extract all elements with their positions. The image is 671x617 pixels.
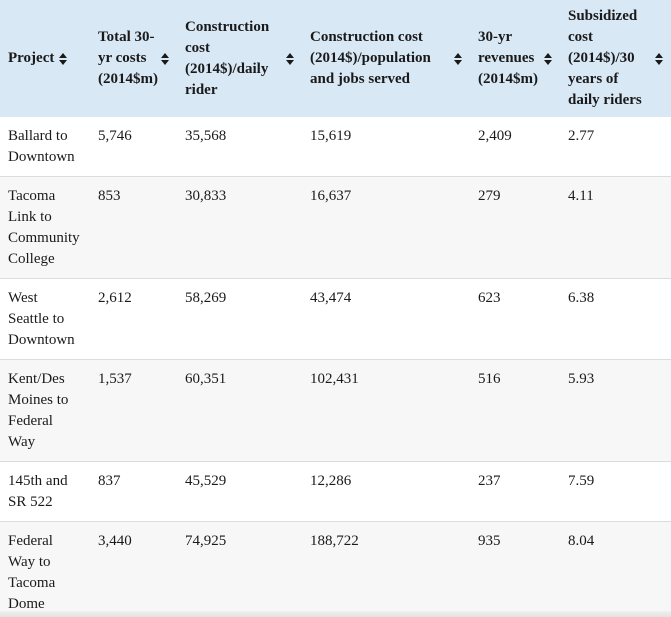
cell-project: Federal Way to Tacoma Dome — [0, 521, 90, 617]
cell-subsidized-cost: 5.93 — [560, 359, 671, 462]
table-row: Tacoma Link to Community College 853 30,83… — [0, 176, 671, 279]
header-cell-content: Construction cost (2014$)/population and… — [310, 27, 462, 90]
cell-subsidized-cost: 2.77 — [560, 117, 671, 177]
sort-icon[interactable] — [161, 52, 169, 65]
cell-total-30yr-costs: 1,537 — [90, 359, 177, 462]
cell-construction-cost-population-jobs: 43,474 — [302, 278, 470, 360]
sort-icon[interactable] — [286, 52, 294, 65]
column-header-construction-cost-daily-rider[interactable]: Construction cost (2014$)/daily rider — [177, 0, 302, 117]
table-row: Ballard to Downtown 5,746 35,568 15,619 2,40… — [0, 117, 671, 177]
sort-icon[interactable] — [655, 52, 663, 65]
header-cell-content: Subsidized cost (2014$)/30 years of dail… — [568, 6, 663, 111]
header-cell-content: Project — [8, 48, 82, 69]
table-row: 145th and SR 522 837 45,529 12,286 237 7.59 — [0, 461, 671, 522]
cell-project: Tacoma Link to Community College — [0, 176, 90, 279]
column-header-label: 30-yr revenues (2014$m) — [478, 29, 538, 87]
cell-total-30yr-costs: 853 — [90, 176, 177, 279]
table-row: Kent/Des Moines to Federal Way 1,537 60,35… — [0, 359, 671, 462]
header-cell-content: Construction cost (2014$)/daily rider — [185, 17, 294, 101]
cell-subsidized-cost: 7.59 — [560, 461, 671, 522]
cell-construction-cost-daily-rider: 30,833 — [177, 176, 302, 279]
cell-construction-cost-population-jobs: 188,722 — [302, 521, 470, 617]
column-header-label: Total 30-yr costs (2014$m) — [98, 29, 158, 87]
cell-subsidized-cost: 8.04 — [560, 521, 671, 617]
header-cell-content: Total 30-yr costs (2014$m) — [98, 27, 169, 90]
table-row: Federal Way to Tacoma Dome 3,440 74,925 188… — [0, 521, 671, 617]
table-bottom-edge — [0, 611, 671, 617]
cell-construction-cost-population-jobs: 16,637 — [302, 176, 470, 279]
cell-project: Kent/Des Moines to Federal Way — [0, 359, 90, 462]
column-header-total-30yr-costs[interactable]: Total 30-yr costs (2014$m) — [90, 0, 177, 117]
column-header-label: Subsidized cost (2014$)/30 years of dail… — [568, 8, 642, 108]
sort-icon[interactable] — [454, 52, 462, 65]
column-header-label: Construction cost (2014$)/daily rider — [185, 18, 270, 98]
cell-30yr-revenues: 935 — [470, 521, 560, 617]
cell-construction-cost-population-jobs: 102,431 — [302, 359, 470, 462]
cell-30yr-revenues: 516 — [470, 359, 560, 462]
cell-project: Ballard to Downtown — [0, 117, 90, 177]
header-row: Project Total 30-yr costs (2014$m) Constru… — [0, 0, 671, 117]
table-header: Project Total 30-yr costs (2014$m) Constru… — [0, 0, 671, 117]
cell-total-30yr-costs: 3,440 — [90, 521, 177, 617]
cell-construction-cost-daily-rider: 45,529 — [177, 461, 302, 522]
cell-30yr-revenues: 2,409 — [470, 117, 560, 177]
table-row: West Seattle to Downtown 2,612 58,269 43,47… — [0, 278, 671, 360]
cell-30yr-revenues: 279 — [470, 176, 560, 279]
table-body: Ballard to Downtown 5,746 35,568 15,619 2,40… — [0, 117, 671, 617]
column-header-label: Construction cost (2014$)/population and… — [310, 29, 431, 87]
cell-construction-cost-daily-rider: 58,269 — [177, 278, 302, 360]
sort-icon[interactable] — [59, 52, 68, 65]
column-header-label: Project — [8, 50, 55, 66]
cell-total-30yr-costs: 2,612 — [90, 278, 177, 360]
cell-construction-cost-daily-rider: 60,351 — [177, 359, 302, 462]
column-header-subsidized-cost[interactable]: Subsidized cost (2014$)/30 years of dail… — [560, 0, 671, 117]
cell-construction-cost-population-jobs: 15,619 — [302, 117, 470, 177]
column-header-project[interactable]: Project — [0, 0, 90, 117]
sort-icon[interactable] — [544, 52, 552, 65]
cell-total-30yr-costs: 837 — [90, 461, 177, 522]
cell-30yr-revenues: 237 — [470, 461, 560, 522]
cell-construction-cost-daily-rider: 35,568 — [177, 117, 302, 177]
cell-project: West Seattle to Downtown — [0, 278, 90, 360]
cell-construction-cost-population-jobs: 12,286 — [302, 461, 470, 522]
cell-subsidized-cost: 4.11 — [560, 176, 671, 279]
cell-subsidized-cost: 6.38 — [560, 278, 671, 360]
column-header-construction-cost-population-jobs[interactable]: Construction cost (2014$)/population and… — [302, 0, 470, 117]
cell-total-30yr-costs: 5,746 — [90, 117, 177, 177]
cell-30yr-revenues: 623 — [470, 278, 560, 360]
cell-project: 145th and SR 522 — [0, 461, 90, 522]
cell-construction-cost-daily-rider: 74,925 — [177, 521, 302, 617]
header-cell-content: 30-yr revenues (2014$m) — [478, 27, 552, 90]
column-header-30yr-revenues[interactable]: 30-yr revenues (2014$m) — [470, 0, 560, 117]
